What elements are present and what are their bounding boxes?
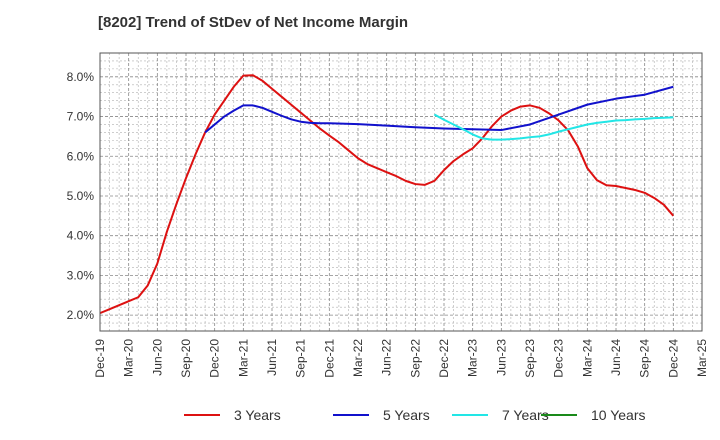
legend-label: 5 Years — [383, 407, 430, 423]
x-tick-label: Mar-22 — [351, 339, 365, 377]
x-tick-label: Dec-19 — [93, 339, 107, 378]
x-tick-label: Dec-21 — [322, 339, 336, 378]
x-tick-label: Sep-23 — [523, 339, 537, 378]
grid-lines — [99, 52, 703, 332]
legend-swatch — [184, 414, 220, 416]
x-tick-label: Jun-23 — [494, 339, 508, 376]
x-tick-label: Mar-23 — [466, 339, 480, 377]
legend-item-5-years: 5 Years — [333, 404, 430, 426]
x-tick-label: Dec-22 — [437, 339, 451, 378]
y-tick-label: 8.0% — [67, 70, 95, 84]
y-tick-label: 4.0% — [67, 229, 95, 243]
x-tick-label: Mar-21 — [236, 339, 250, 377]
x-tick-label: Jun-20 — [150, 339, 164, 376]
x-tick-label: Sep-22 — [408, 339, 422, 378]
x-tick-label: Mar-20 — [122, 339, 136, 377]
series-layer — [99, 74, 675, 315]
x-tick-label: Mar-24 — [580, 339, 594, 377]
legend-label: 3 Years — [234, 407, 281, 423]
legend: 3 Years 5 Years 7 Years 10 Years — [0, 404, 720, 426]
x-tick-label: Dec-23 — [552, 339, 566, 378]
legend-item-10-years: 10 Years — [541, 404, 646, 426]
y-tick-label: 2.0% — [67, 308, 95, 322]
x-tick-label: Jun-24 — [609, 339, 623, 376]
legend-swatch — [333, 414, 369, 416]
y-tick-label: 5.0% — [67, 189, 95, 203]
legend-swatch — [452, 414, 488, 416]
y-tick-label: 3.0% — [67, 268, 95, 282]
legend-item-3-years: 3 Years — [184, 404, 281, 426]
plot-frame — [99, 52, 703, 332]
x-tick-label: Sep-21 — [294, 339, 308, 378]
legend-label: 10 Years — [591, 407, 646, 423]
series-line-5-years — [204, 85, 674, 134]
x-tick-label: Sep-24 — [638, 339, 652, 378]
legend-item-7-years: 7 Years — [452, 404, 549, 426]
series-line-7-years — [433, 113, 674, 141]
series-line-3-years — [99, 74, 675, 315]
x-tick-label: Sep-20 — [179, 339, 193, 378]
y-tick-label: 6.0% — [67, 149, 95, 163]
chart-title: [8202] Trend of StDev of Net Income Marg… — [98, 14, 409, 31]
legend-swatch — [541, 414, 577, 416]
y-tick-label: 7.0% — [67, 110, 95, 124]
plot-area-background — [100, 53, 702, 331]
x-tick-label: Jun-21 — [265, 339, 279, 376]
x-tick-label: Jun-22 — [380, 339, 394, 376]
x-tick-label: Dec-20 — [208, 339, 222, 378]
x-tick-label: Mar-25 — [695, 339, 709, 377]
axis-layer: Dec-19 Mar-20 Jun-20 Sep-20 Dec-20 Mar-21 Jun-… — [67, 52, 709, 378]
x-tick-label: Dec-24 — [666, 339, 680, 378]
legend-label: 7 Years — [502, 407, 549, 423]
